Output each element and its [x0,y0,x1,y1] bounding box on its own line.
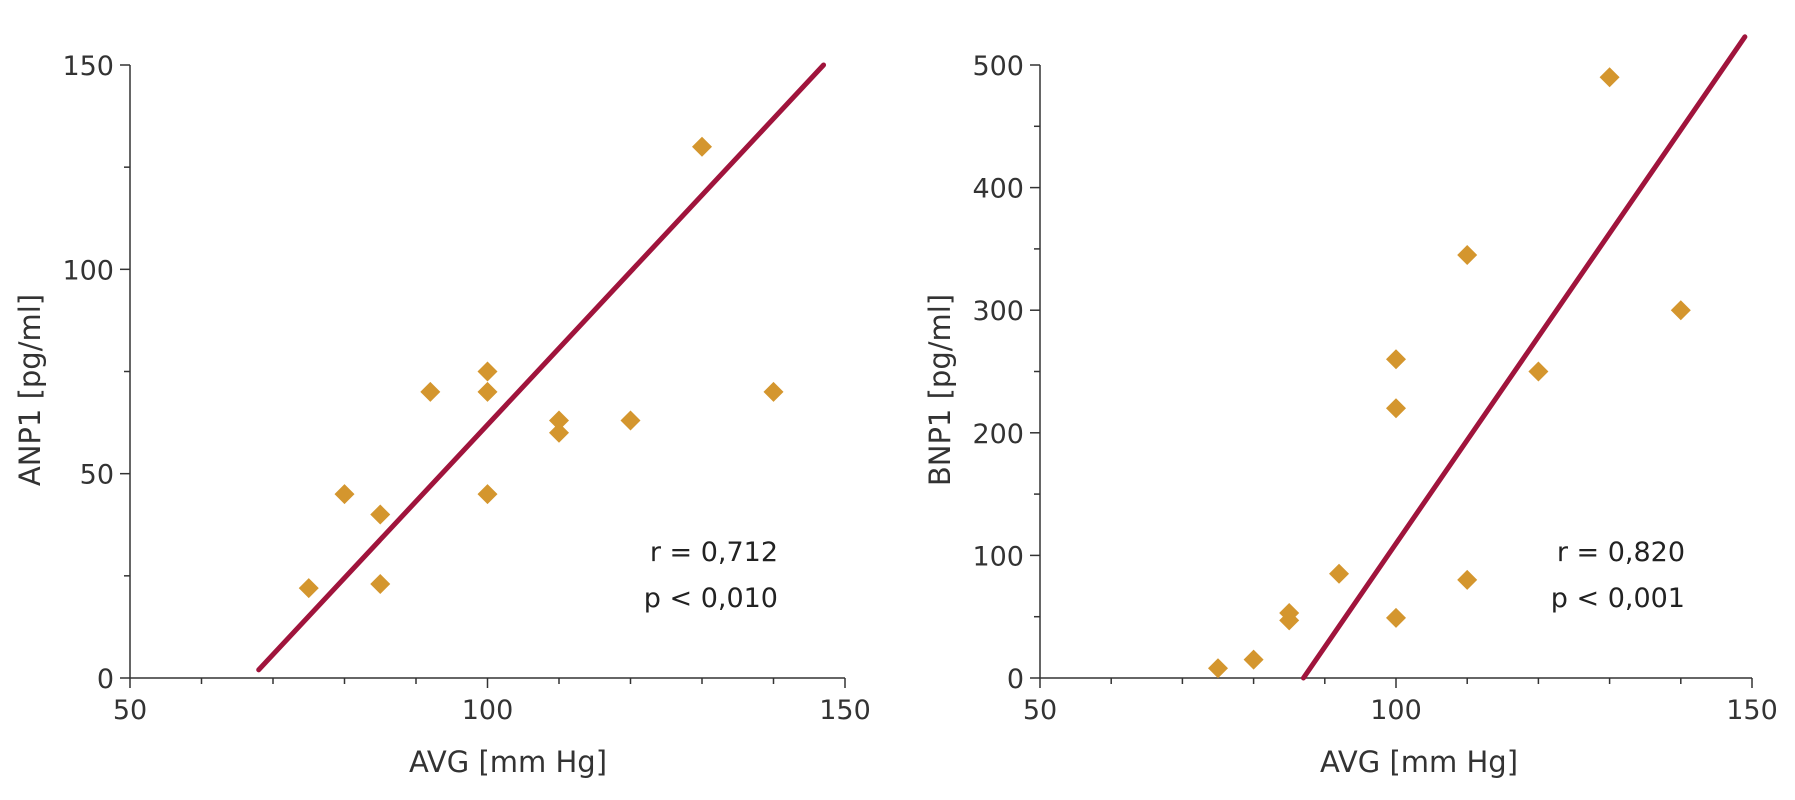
chart-anp1-x-tick-label: 150 [819,695,871,726]
chart-bnp1-data-point [1386,349,1406,370]
chart-anp1-data-point [477,361,498,382]
chart-anp1-data-point [692,136,712,157]
chart-bnp1-data-point [1386,607,1406,628]
chart-anp1-x-tick-label: 50 [113,695,147,726]
chart-anp1-data-point [370,504,391,525]
chart-anp1-data-point [370,574,391,595]
chart-anp1-data-point [620,410,641,431]
chart-bnp1-ylabel: BNP1 [pg/ml] [923,294,957,486]
chart-bnp1-y-tick-label: 300 [972,296,1024,327]
chart-anp1-ylabel: ANP1 [pg/ml] [13,294,47,486]
chart-bnp1-data-point [1599,67,1620,88]
chart-bnp1-data-point [1457,569,1478,590]
chart-bnp1-fit [1300,34,1748,681]
chart-bnp1-axes: 0 100 200 300 400 500 50 100 150 [972,51,1777,726]
chart-bnp1-x-tick-label: 50 [1023,695,1057,726]
chart-bnp1-data-point [1329,563,1350,584]
chart-anp1-data-point [334,484,355,505]
chart-anp1-regression-line [256,62,827,673]
chart-anp1-points [298,136,784,599]
chart-bnp1-x-tick-label: 150 [1726,695,1778,726]
chart-anp1-y-tick-label: 0 [97,664,114,695]
chart-anp1-data-point [763,381,784,402]
chart-bnp1-data-point [1279,610,1300,631]
chart-anp1-y-tick-label: 150 [62,51,114,82]
chart-bnp1-y-tick-label: 500 [972,51,1024,82]
chart-anp1-y-tick-label: 50 [80,460,114,491]
chart-anp1-data-point [549,410,569,431]
chart-anp1-fit [256,62,827,673]
chart-anp1-data-point [298,578,319,599]
chart-bnp1-points [1208,67,1691,679]
chart-bnp1-y-tick-label: 100 [972,541,1024,572]
chart-anp1-data-point [477,484,498,505]
chart-bnp1-y-tick-label: 400 [972,174,1024,205]
chart-anp1-y-tick-label: 100 [62,255,114,286]
chart-anp1-xlabel: AVG [mm Hg] [409,745,607,779]
chart-bnp1-data-point [1457,245,1478,266]
chart-bnp1-data-point [1243,649,1264,670]
chart-anp1-x-tick-label: 100 [462,695,514,726]
chart-bnp1-data-point [1528,361,1549,382]
chart-bnp1-y-tick-label: 0 [1007,664,1024,695]
chart-bnp1-x-tick-label: 100 [1370,695,1422,726]
chart-anp1-data-point [477,381,498,402]
chart-anp1-p-value: p < 0,010 [644,583,778,614]
chart-bnp1-data-point [1386,398,1406,419]
chart-bnp1-y-tick-label: 200 [972,419,1024,450]
chart-anp1-data-point [549,422,569,443]
chart-anp1-r-value: r = 0,712 [650,537,778,568]
chart-bnp1-p-value: p < 0,001 [1551,583,1685,614]
chart-bnp1-r-value: r = 0,820 [1557,537,1685,568]
chart-bnp1-vs-avg: 0 100 200 300 400 500 50 100 150 AVG [mm Hg] BNP… [923,34,1778,779]
chart-anp1-data-point [420,381,441,402]
chart-bnp1-xlabel: AVG [mm Hg] [1320,745,1518,779]
chart-bnp1-regression-line [1300,34,1748,681]
chart-bnp1-data-point [1208,658,1228,679]
chart-bnp1-data-point [1670,300,1691,321]
